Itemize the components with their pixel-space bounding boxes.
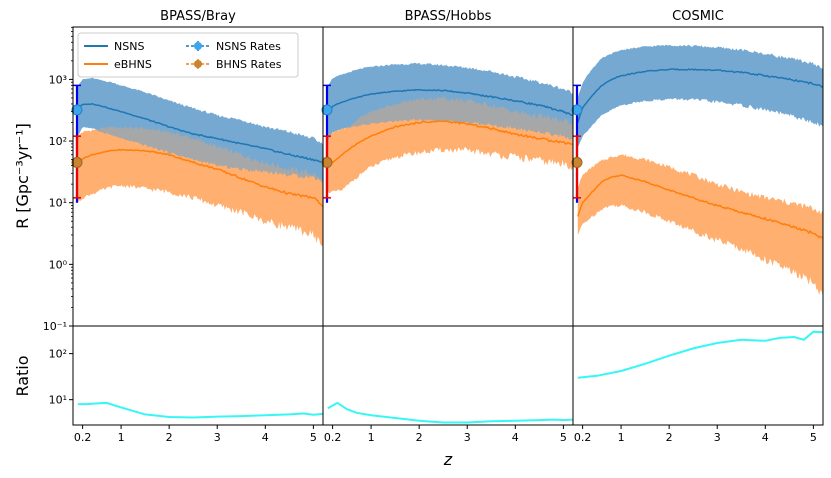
y-top-tick-label-1: 10⁰: [49, 258, 68, 271]
legend: NSNS eBHNS NSNS Rates BHNS Rates: [77, 32, 299, 78]
legend-box: [77, 32, 299, 78]
overlap-layer-2: [577, 154, 823, 297]
legend-label-3: BHNS Rates: [216, 58, 282, 71]
ratio-line-1: [327, 401, 573, 424]
x-tick-label-2-5: 5: [810, 431, 817, 444]
x-tick-label-1-3: 3: [464, 431, 471, 444]
nsns-band-1: [327, 62, 573, 142]
y-axis-label-bottom: Ratio: [13, 355, 32, 396]
legend-swatch-marker-3: [194, 60, 202, 68]
nsns-band-0: [77, 77, 323, 184]
x-tick-label-2-2: 2: [666, 431, 673, 444]
x-tick-label-1-0: 0.2: [324, 431, 342, 444]
x-tick-label-2-1: 1: [618, 431, 625, 444]
x-tick-label-2-0: 0.2: [574, 431, 592, 444]
x-tick-label-0-4: 4: [262, 431, 269, 444]
x-tick-label-0-0: 0.2: [74, 431, 92, 444]
nsns-median-line-0: [77, 103, 323, 163]
x-tick-label-1-5: 5: [560, 431, 567, 444]
nsns-median-line-1: [327, 88, 573, 117]
nsns-rate-marker-2: [571, 104, 583, 116]
ratio-line-0: [77, 401, 323, 419]
x-axis-label: z: [443, 450, 453, 469]
legend-label-2: NSNS Rates: [216, 40, 281, 53]
nsns-median-line-2: [577, 68, 823, 123]
legend-swatch-marker-2: [194, 42, 202, 50]
y-top-tick-label-4: 10³: [49, 73, 67, 86]
x-tick-label-0-2: 2: [166, 431, 173, 444]
nsns-rate-marker-1: [321, 104, 333, 116]
panel-title-1: BPASS/Hobbs: [405, 9, 492, 24]
panel-title-2: COSMIC: [672, 9, 724, 24]
panel-title-0: BPASS/Bray: [160, 9, 236, 24]
panel-frame-bottom-2: [572, 325, 824, 426]
overlap-layer-0: [77, 125, 323, 246]
x-tick-label-2-4: 4: [762, 431, 769, 444]
x-tick-label-0-3: 3: [214, 431, 221, 444]
legend-label-1: eBHNS: [114, 58, 152, 71]
y-top-tick-label-0: 10⁻¹: [43, 320, 67, 333]
ratio-line-2: [577, 330, 823, 379]
y-bot-tick-label-1: 10²: [49, 348, 67, 361]
bhns-median-line-1: [327, 120, 573, 164]
nsns-band-2: [577, 44, 823, 147]
x-tick-label-1-4: 4: [512, 431, 519, 444]
bhns-band-0: [77, 125, 323, 246]
x-tick-label-0-5: 5: [310, 431, 317, 444]
y-bot-tick-label-0: 10¹: [49, 394, 67, 407]
x-tick-label-1-2: 2: [416, 431, 423, 444]
bhns-rate-marker-2: [571, 156, 583, 168]
overlap-layer-1: [327, 96, 573, 194]
x-tick-label-2-3: 3: [714, 431, 721, 444]
bhns-band-overlay-1: [327, 96, 573, 194]
bhns-median-line-0: [77, 148, 323, 208]
panel-frame-bottom-0: [72, 325, 324, 426]
bhns-rate-marker-0: [71, 156, 83, 168]
nsns-rate-marker-0: [71, 104, 83, 116]
x-tick-label-0-1: 1: [118, 431, 125, 444]
bhns-rate-marker-1: [321, 156, 333, 168]
x-tick-label-1-1: 1: [368, 431, 375, 444]
y-top-tick-label-3: 10²: [49, 135, 67, 148]
y-top-tick-label-2: 10¹: [49, 197, 67, 210]
y-axis-label-top: R [Gpc⁻³yr⁻¹]: [13, 123, 32, 229]
panel-frame-bottom-1: [322, 325, 574, 426]
bhns-band-overlay-2: [577, 154, 823, 297]
bhns-band-2: [577, 154, 823, 297]
legend-label-0: NSNS: [114, 40, 144, 53]
bhns-band-overlay-0: [77, 125, 323, 246]
bhns-median-line-2: [577, 174, 823, 240]
